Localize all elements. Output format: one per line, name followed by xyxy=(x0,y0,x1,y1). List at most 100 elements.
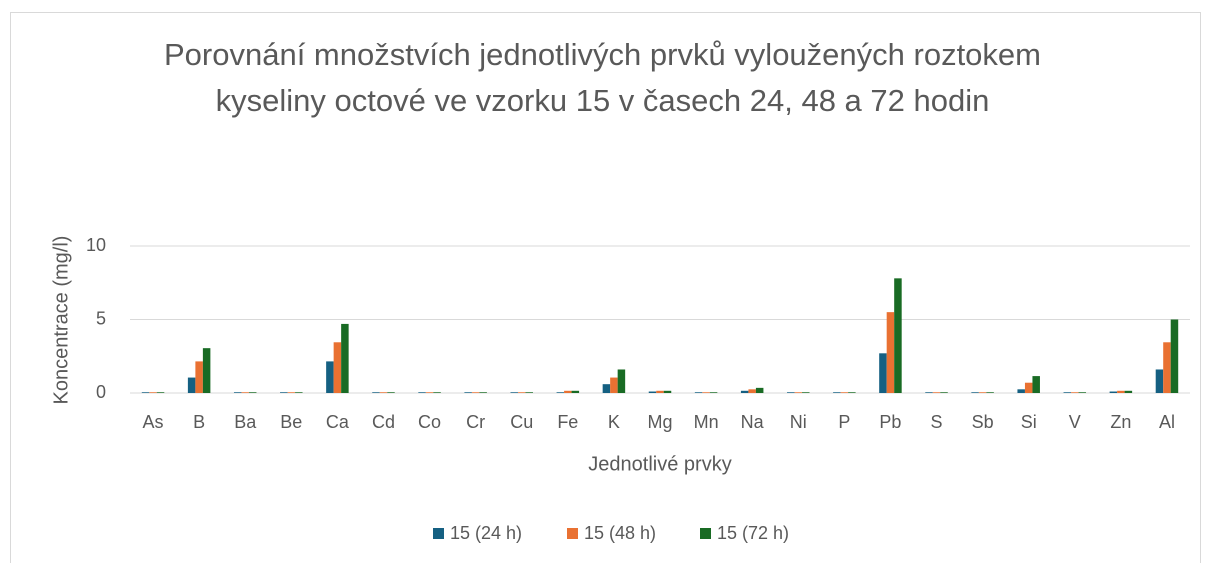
bar xyxy=(418,392,426,393)
x-tick-label: Mn xyxy=(694,412,719,432)
y-tick-label: 0 xyxy=(96,382,106,402)
bar xyxy=(886,312,895,393)
bar xyxy=(149,392,157,393)
bar xyxy=(602,384,611,393)
bar xyxy=(702,392,710,393)
bar xyxy=(986,392,994,393)
x-tick-label: P xyxy=(838,412,850,432)
chart-title: Porovnání množstvích jednotlivých prvků … xyxy=(163,37,1041,118)
x-tick-label: Zn xyxy=(1110,412,1131,432)
bar xyxy=(656,390,664,393)
bar xyxy=(1017,389,1025,393)
bar xyxy=(794,392,803,393)
x-tick-label: Ba xyxy=(234,412,257,432)
bar xyxy=(156,392,165,393)
bar xyxy=(617,369,626,393)
bar xyxy=(372,392,380,393)
bar xyxy=(425,392,434,393)
bar xyxy=(195,361,203,393)
bar xyxy=(740,390,749,393)
bar xyxy=(1071,392,1079,393)
bar xyxy=(1155,369,1164,393)
bar xyxy=(510,392,518,393)
bar xyxy=(694,392,703,393)
bar xyxy=(833,392,841,393)
bar xyxy=(433,392,441,393)
bar xyxy=(326,361,334,393)
x-tick-label: Fe xyxy=(557,412,578,432)
bar xyxy=(248,392,257,393)
legend-label: 15 (48 h) xyxy=(584,523,656,543)
bar xyxy=(517,392,526,393)
bar xyxy=(748,389,756,393)
bar xyxy=(564,390,572,393)
bar xyxy=(894,278,902,393)
bar xyxy=(940,392,948,393)
bar xyxy=(840,392,849,393)
bar xyxy=(848,392,856,393)
bar xyxy=(233,392,242,393)
bar xyxy=(648,391,657,393)
bar xyxy=(1124,390,1133,393)
x-axis-label: Jednotlivé prvky xyxy=(588,453,731,475)
bar xyxy=(333,342,342,393)
x-tick-label: Ca xyxy=(326,412,350,432)
x-tick-label: Pb xyxy=(879,412,901,432)
bar xyxy=(295,392,303,393)
bar xyxy=(1163,342,1171,393)
bar xyxy=(556,392,565,393)
bar xyxy=(663,390,672,393)
x-tick-label: B xyxy=(193,412,205,432)
y-tick-label: 5 xyxy=(96,308,106,328)
legend-swatch xyxy=(700,528,711,539)
legend-label: 15 (24 h) xyxy=(450,523,522,543)
y-tick-label: 10 xyxy=(86,235,106,255)
bar xyxy=(202,348,211,393)
bar xyxy=(1170,319,1179,393)
bar xyxy=(787,392,795,393)
chart-frame xyxy=(10,12,1201,563)
bar xyxy=(141,392,150,393)
x-tick-label: Mg xyxy=(647,412,672,432)
bar xyxy=(241,392,249,393)
x-tick-label: Si xyxy=(1021,412,1037,432)
bar xyxy=(971,392,979,393)
x-tick-label: Cd xyxy=(372,412,395,432)
x-tick-label: V xyxy=(1069,412,1081,432)
x-tick-label: Cu xyxy=(510,412,533,432)
bar xyxy=(379,392,388,393)
legend-swatch xyxy=(567,528,578,539)
x-tick-label: Cr xyxy=(466,412,485,432)
legend-label: 15 (72 h) xyxy=(717,523,789,543)
x-tick-label: Na xyxy=(741,412,765,432)
y-axis-label: Koncentrace (mg/l) xyxy=(50,236,72,405)
bar xyxy=(1078,392,1087,393)
bar xyxy=(1032,376,1040,393)
bar xyxy=(471,392,480,393)
bar xyxy=(571,390,580,393)
x-tick-label: S xyxy=(931,412,943,432)
bar xyxy=(879,353,887,393)
bar xyxy=(610,377,618,393)
x-tick-label: Al xyxy=(1159,412,1175,432)
bar xyxy=(1109,391,1118,393)
x-tick-label: Sb xyxy=(972,412,994,432)
bar xyxy=(479,392,487,393)
bar xyxy=(187,377,196,393)
bar xyxy=(464,392,472,393)
x-tick-label: Ni xyxy=(790,412,807,432)
bar xyxy=(1063,392,1072,393)
bar xyxy=(802,392,810,393)
bar xyxy=(1024,382,1033,393)
bar xyxy=(280,392,288,393)
bar xyxy=(709,392,718,393)
bar xyxy=(341,323,349,393)
bar xyxy=(932,392,941,393)
x-tick-label: Co xyxy=(418,412,441,432)
legend-swatch xyxy=(433,528,444,539)
bar xyxy=(525,392,533,393)
bar xyxy=(755,387,764,393)
x-tick-label: K xyxy=(608,412,620,432)
